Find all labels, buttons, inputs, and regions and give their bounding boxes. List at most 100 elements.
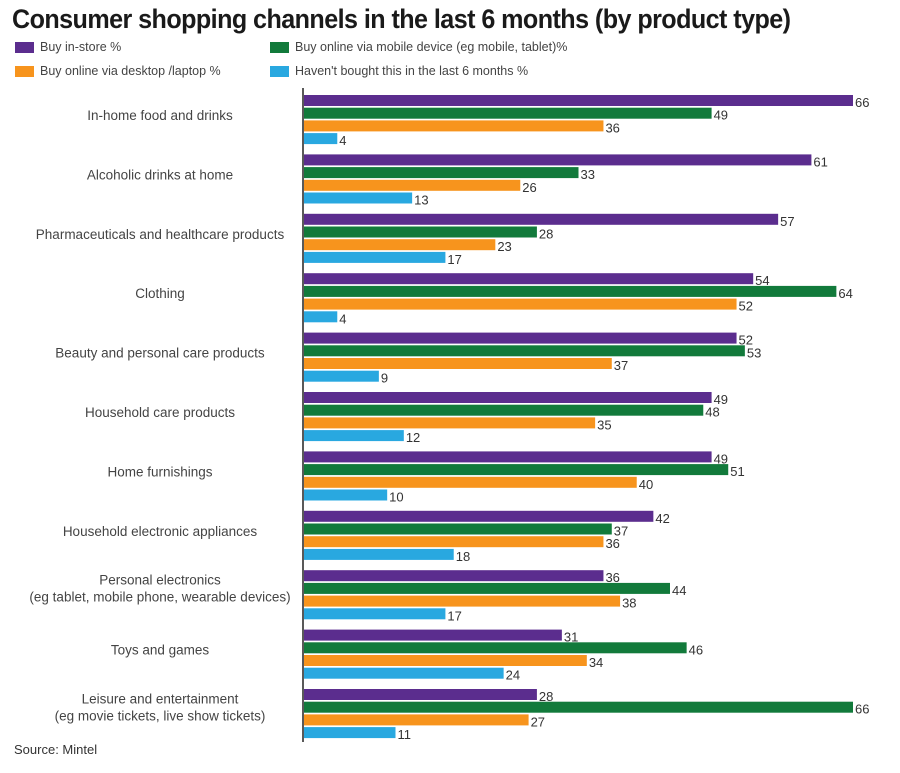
category-label: Personal electronics [99,573,221,588]
data-label: 17 [447,252,461,267]
bar [304,95,853,106]
bar [304,701,853,713]
category-label: Home furnishings [107,464,212,479]
legend-label: Buy online via mobile device (eg mobile,… [295,40,568,54]
data-label: 4 [339,133,346,148]
bar [304,464,729,476]
data-label: 36 [605,570,619,585]
bar [304,226,537,238]
data-label: 54 [755,273,769,288]
data-label: 52 [739,299,753,314]
bar [304,655,587,666]
legend-label: Buy in-store % [40,40,122,54]
bar [304,298,737,310]
data-label: 49 [714,451,728,466]
bar [304,548,454,560]
bar [304,451,712,463]
data-label: 42 [655,511,669,526]
data-label: 36 [605,120,619,135]
category-label: Household care products [85,405,235,420]
legend-swatch [270,65,289,77]
bar [304,239,496,251]
bar [304,358,612,369]
legend-label: Haven't bought this in the last 6 months… [295,64,529,78]
data-label: 27 [531,714,545,729]
category-label: (eg tablet, mobile phone, wearable devic… [29,590,290,605]
category-label: Beauty and personal care products [55,346,265,361]
category-label: Leisure and entertainment [82,692,239,707]
category-label: Pharmaceuticals and healthcare products [36,227,285,242]
bar [304,345,745,357]
data-label: 51 [730,464,744,479]
bar [304,489,388,501]
bar [304,213,779,225]
bar [304,120,604,132]
data-label: 49 [714,392,728,407]
bar [304,476,637,488]
legend-item-desktop: Buy online via desktop /laptop % [15,64,221,78]
category-label: Toys and games [111,643,210,658]
data-label: 52 [739,333,753,348]
bar [304,179,521,191]
data-label: 35 [597,417,611,432]
bar [304,332,737,344]
bar [304,285,837,297]
bar [304,595,621,607]
bar [304,404,704,416]
data-label: 48 [705,405,719,420]
bar [304,107,712,119]
data-label: 49 [714,108,728,123]
chart-title: Consumer shopping channels in the last 6… [12,4,791,34]
data-label: 17 [447,608,461,623]
data-label: 46 [689,642,703,657]
bar [304,642,687,654]
data-label: 4 [339,311,346,326]
data-label: 57 [780,214,794,229]
data-label: 36 [605,536,619,551]
data-label: 66 [855,702,869,717]
bar [304,523,612,535]
bar [304,510,654,522]
data-label: 53 [747,345,761,360]
category-label: Clothing [135,286,185,301]
bar [304,133,338,145]
data-label: 31 [564,630,578,645]
legend-item-mobile: Buy online via mobile device (eg mobile,… [270,40,567,54]
legend-swatch [270,41,289,53]
data-label: 40 [639,477,653,492]
bar [304,629,562,641]
bar [304,608,446,620]
legend-item-not-bought: Haven't bought this in the last 6 months… [270,64,528,78]
data-label: 66 [855,95,869,110]
data-label: 37 [614,524,628,539]
bar [304,251,446,263]
data-label: 24 [506,668,520,683]
legend-swatch [15,41,34,53]
data-label: 61 [813,154,827,169]
legend-label: Buy online via desktop /laptop % [40,64,221,78]
data-label: 33 [581,167,595,182]
source-note: Source: Mintel [14,742,98,757]
category-label: In-home food and drinks [87,108,233,123]
bar [304,154,812,166]
bar [304,582,670,594]
data-label: 11 [398,727,412,742]
data-label: 28 [539,689,553,704]
bar [304,570,604,582]
category-label: Household electronic appliances [63,524,258,539]
bar [304,167,579,179]
data-label: 13 [414,193,428,208]
bar [304,311,338,323]
data-label: 64 [838,286,852,301]
bar [304,714,529,726]
category-label: (eg movie tickets, live show tickets) [55,709,266,724]
data-label: 10 [389,490,403,505]
data-label: 34 [589,655,603,670]
bar [304,430,404,442]
category-label: Alcoholic drinks at home [87,167,233,182]
bar [304,667,504,679]
bar [304,192,413,204]
data-label: 18 [456,549,470,564]
legend-swatch [15,65,34,77]
